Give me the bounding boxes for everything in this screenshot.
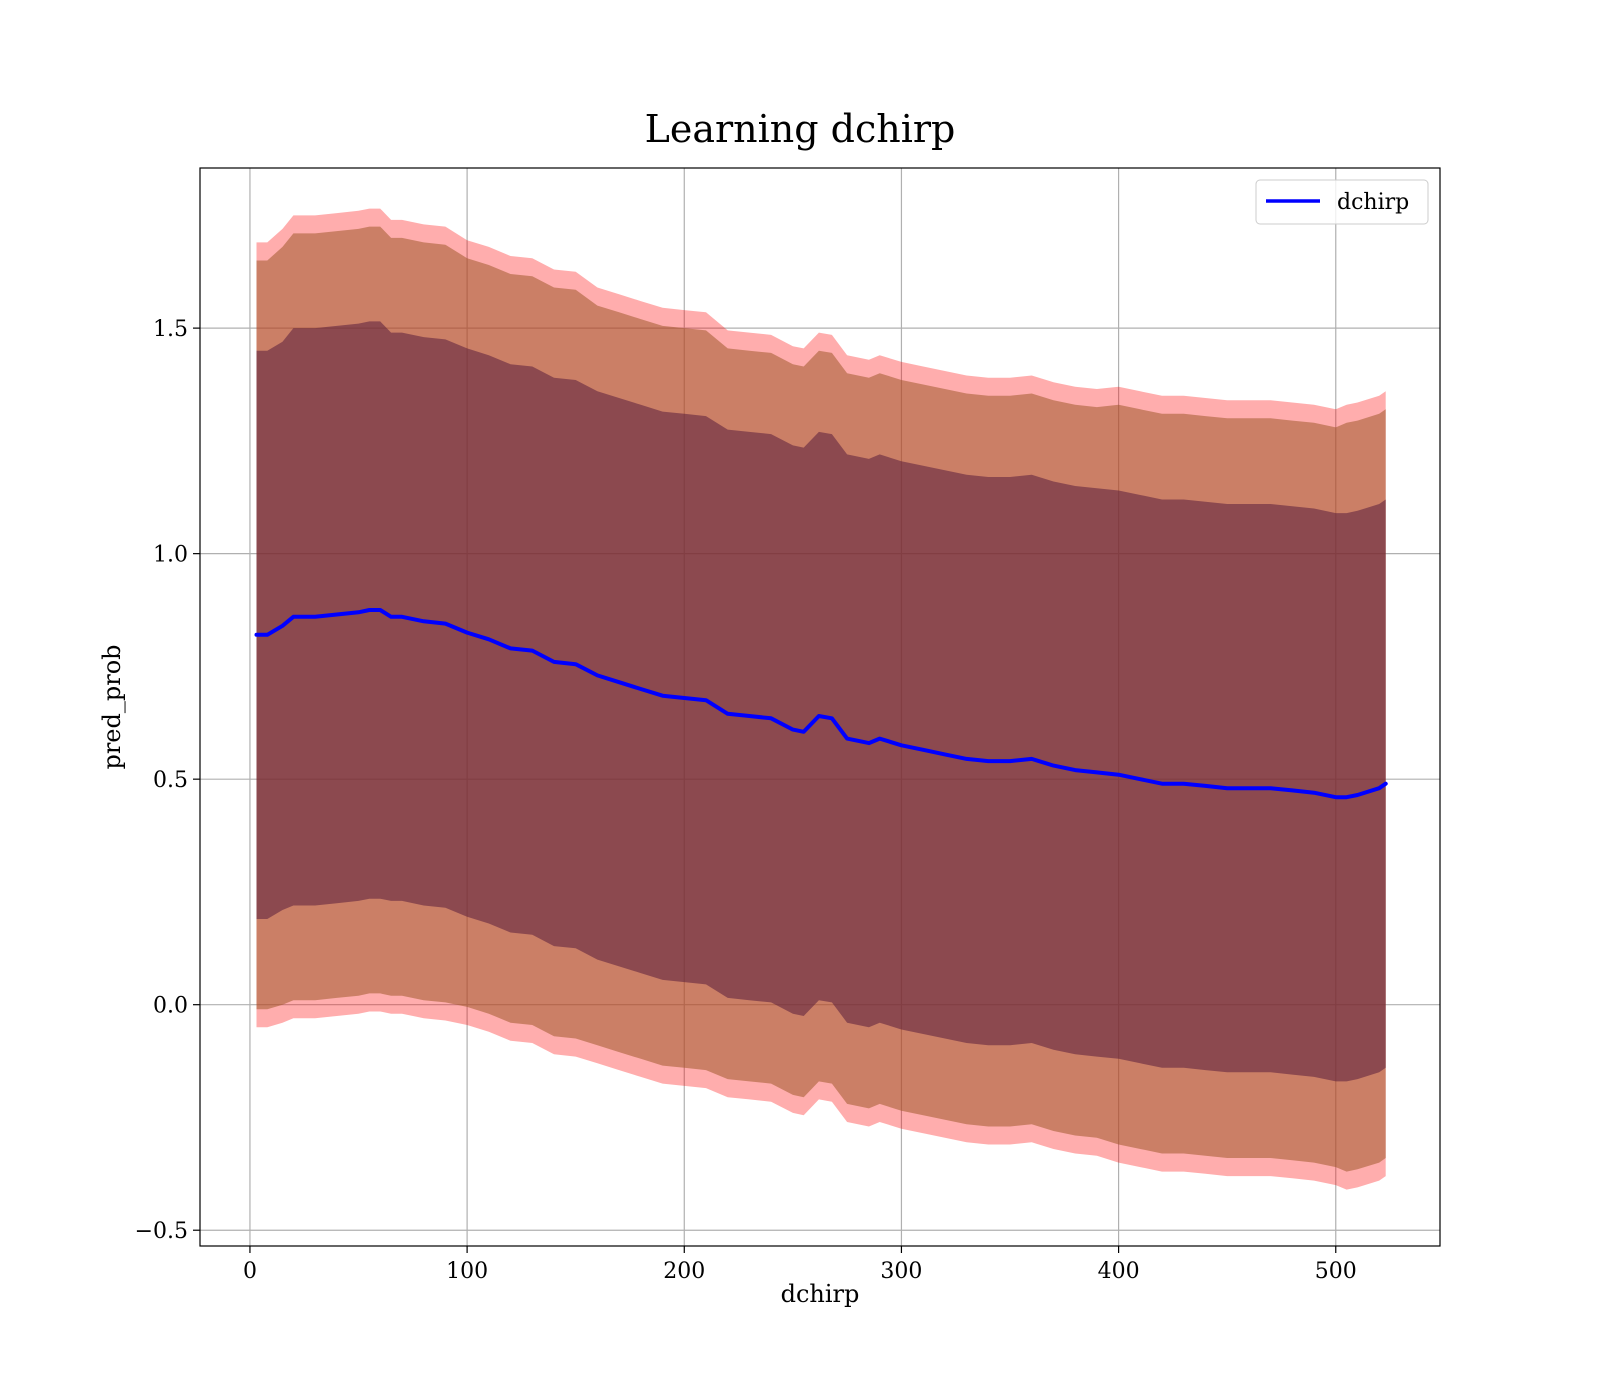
y-tick-label: 0.0	[153, 994, 188, 1019]
series-lines	[254, 608, 1388, 800]
legend: dchirp	[1255, 179, 1429, 225]
plot-frame	[199, 167, 1441, 1247]
chart-title: Learning dchirp	[645, 107, 956, 151]
x-tick-label: 100	[446, 1259, 488, 1284]
x-tick-label: 300	[880, 1259, 922, 1284]
error-bands	[256, 208, 1386, 1190]
legend-box	[1255, 179, 1429, 225]
legend-label-dchirp: dchirp	[1337, 190, 1409, 215]
x-axis-label: dchirp	[781, 1280, 860, 1308]
x-axis-ticks: 0 100 200 300 400 500	[243, 1246, 1357, 1284]
band-inner	[256, 321, 1386, 1082]
y-tick-label: 0.5	[153, 768, 188, 793]
y-axis-label: pred_prob	[98, 644, 126, 769]
x-tick-label: 500	[1315, 1259, 1357, 1284]
y-tick-label: −0.5	[135, 1219, 188, 1244]
x-tick-label: 200	[663, 1259, 705, 1284]
series-line-dchirp	[254, 608, 1388, 800]
x-tick-label: 0	[243, 1259, 257, 1284]
y-tick-label: 1.0	[153, 543, 188, 568]
y-axis-ticks: −0.5 0.0 0.5 1.0 1.5	[135, 317, 200, 1244]
y-tick-label: 1.5	[153, 317, 188, 342]
x-tick-label: 400	[1098, 1259, 1140, 1284]
